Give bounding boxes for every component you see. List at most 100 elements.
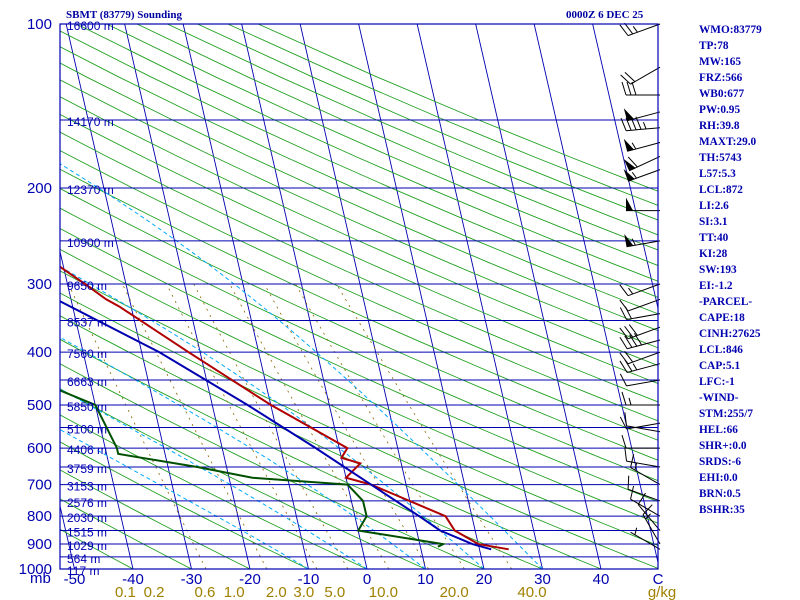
wind-barb: [619, 283, 661, 297]
background-grid: [0, 24, 658, 569]
index-entry: LI:2.6: [699, 200, 729, 212]
temperature-tick-label: -40: [122, 571, 144, 588]
height-label: 5850 m: [67, 400, 107, 414]
index-entry: HEL:66: [699, 424, 738, 436]
dry-adiabat: [60, 498, 193, 569]
index-entry: MW:165: [699, 56, 742, 68]
height-label: 7560 m: [67, 347, 107, 361]
height-label: 14170 m: [67, 115, 114, 129]
wind-barb: [619, 306, 661, 321]
wind-barb: [630, 527, 661, 550]
wind-barb: [623, 138, 661, 152]
indices-panel: WMO:83779 TP:78 MW:165 FRZ:566 WB0:677 PW:0.9…: [699, 22, 762, 518]
index-entry: SHR+:0.0: [699, 440, 747, 452]
mixing-ratio-label: 10.0: [369, 584, 398, 600]
mixing-ratio-label: 0.6: [195, 584, 216, 600]
dry-adiabat: [60, 188, 658, 461]
index-entry: PW:0.95: [699, 104, 741, 116]
pressure-tick-label: 800: [27, 508, 52, 525]
height-label: 1515 m: [67, 526, 107, 540]
pressure-tick-label: 400: [27, 344, 52, 361]
index-entry: EI:-1.2: [699, 280, 733, 292]
height-label: 2576 m: [67, 496, 107, 510]
index-entry: LFC:-1: [699, 376, 735, 388]
temperature-tick-label: 10: [417, 571, 434, 588]
temperature-tick-label: -20: [239, 571, 261, 588]
sounding-profiles: [60, 265, 509, 551]
pressure-tick-label: 1000: [19, 561, 52, 578]
height-label: 9650 m: [67, 279, 107, 293]
dry-adiabat: [60, 131, 658, 403]
index-entry: CAP:5.1: [699, 360, 741, 372]
index-entry: BSHR:35: [699, 504, 745, 516]
wind-barb: [619, 416, 661, 430]
dry-adiabat: [60, 414, 369, 569]
height-label: 4406 m: [67, 443, 107, 457]
dry-adiabat: [136, 24, 658, 251]
dry-adiabat: [60, 441, 310, 569]
index-entry: TH:5743: [699, 152, 742, 164]
index-entry: MAXT:29.0: [699, 136, 757, 148]
wind-barb: [626, 197, 660, 212]
isotherm-line: [0, 24, 16, 569]
chart-datetime: 0000Z 6 DEC 25: [566, 9, 644, 21]
wind-barbs: [619, 22, 661, 550]
index-entry: -PARCEL-: [699, 296, 753, 308]
index-entry: LCL:872: [699, 184, 743, 196]
temperature-tick-label: 40: [593, 571, 610, 588]
wind-barb: [619, 373, 661, 387]
wind-barb: [637, 492, 661, 531]
dry-adiabat: [60, 292, 658, 569]
wind-barb: [619, 333, 661, 350]
plot-frame: [59, 23, 659, 570]
height-label: 8537 m: [67, 316, 107, 330]
isotherm-line: [358, 24, 485, 569]
index-entry: L57:5.3: [699, 168, 736, 180]
dry-adiabat: [60, 528, 134, 569]
height-label: 12370 m: [67, 183, 114, 197]
dry-adiabat: [76, 24, 658, 282]
dry-adiabat: [60, 62, 658, 332]
isotherm-line: [65, 24, 192, 569]
height-label: 117 m: [67, 564, 99, 578]
wind-barb: [624, 412, 661, 433]
temperature-tick-label: 0: [363, 571, 371, 588]
wind-barb: [630, 485, 661, 517]
mixing-ratio-label: 40.0: [517, 584, 546, 600]
temperature-tick-label: C: [653, 571, 664, 588]
dry-adiabat: [60, 96, 658, 366]
mixing-ratio-unit: g/kg: [648, 584, 676, 600]
height-label: 16600 m: [67, 19, 114, 33]
dewpoint-profile: [60, 389, 447, 548]
index-entry: KI:28: [699, 248, 728, 260]
index-entry: -WIND-: [699, 392, 739, 404]
mixing-ratio-label: 0.2: [144, 584, 165, 600]
isotherm-line: [475, 24, 602, 569]
dry-adiabat: [60, 79, 658, 349]
isotherm-line: [416, 24, 543, 569]
wind-barb: [630, 454, 661, 486]
wind-barb: [623, 156, 661, 172]
wind-barb: [624, 233, 661, 248]
mixing-ratio-label: 1.0: [224, 584, 245, 600]
dry-adiabat: [60, 30, 658, 298]
index-entry: FRZ:566: [699, 72, 743, 84]
index-entry: SW:193: [699, 264, 737, 276]
height-label: 10900 m: [67, 236, 114, 250]
pressure-tick-label: 700: [27, 477, 52, 494]
dry-adiabat: [60, 388, 427, 569]
mixing-ratio-line: [122, 283, 268, 569]
temperature-tick-label: -30: [181, 571, 203, 588]
index-entry: WB0:677: [699, 88, 745, 100]
isotherm-line: [299, 24, 426, 569]
index-entry: CINH:27625: [699, 328, 761, 340]
index-entry: SI:3.1: [699, 216, 728, 228]
height-label: 3153 m: [67, 480, 107, 494]
height-label: 2030 m: [67, 511, 107, 525]
height-label: 6663 m: [67, 375, 107, 389]
wind-barb: [620, 66, 661, 85]
mixing-ratio-label: 2.0: [266, 584, 287, 600]
wind-barb: [619, 359, 661, 373]
